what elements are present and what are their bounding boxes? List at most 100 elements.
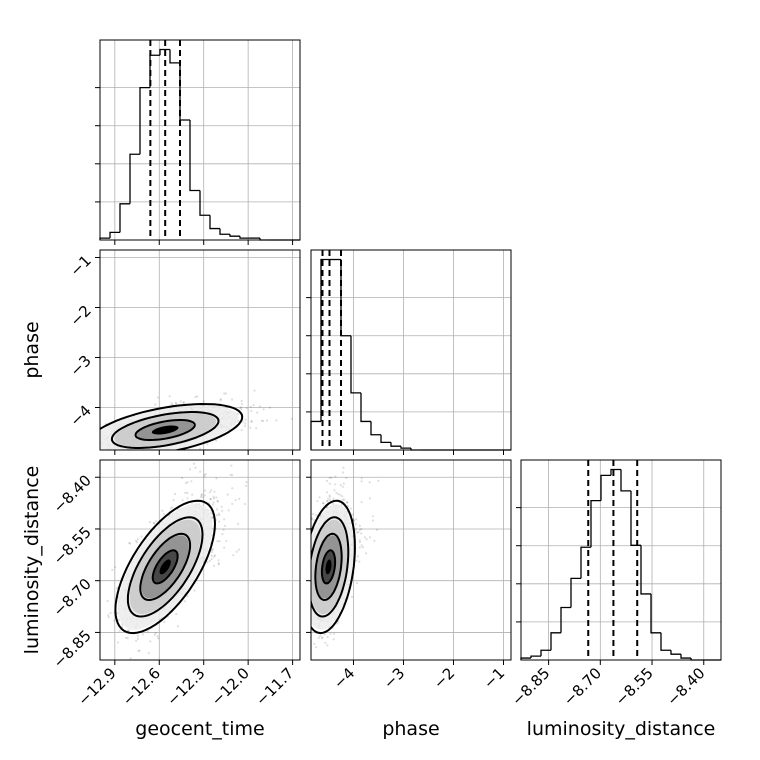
pair-geocent-time-luminosity-distance-sample [113, 619, 116, 622]
pair-geocent-time-luminosity-distance-sample [201, 496, 204, 499]
pair-geocent-time-luminosity-distance-sample [200, 494, 203, 497]
hist-luminosity-distance-bin-16 [680, 654, 691, 659]
pair-geocent-time-luminosity-distance-sample [204, 489, 207, 492]
pair-phase-luminosity-distance-sample [368, 497, 371, 500]
pair-phase-luminosity-distance-sample [356, 555, 359, 558]
pair-phase-luminosity-distance-sample [373, 539, 376, 542]
pair-geocent-time-phase-sample [249, 405, 252, 408]
pair-geocent-time-phase-sample [42, 457, 44, 459]
pair-geocent-time-luminosity-distance-sample [116, 587, 119, 590]
pair-phase-luminosity-distance-sample [307, 613, 309, 615]
pair-geocent-time-phase-sample [215, 439, 218, 442]
pair-geocent-time-phase-sample [199, 447, 202, 450]
ylabel-luminosity-distance: luminosity_distance [21, 466, 43, 655]
pair-phase-luminosity-distance-sample [311, 513, 315, 516]
pair-phase-luminosity-distance-sample [304, 583, 306, 585]
pair-phase-luminosity-distance-sample [308, 555, 310, 557]
pair-geocent-time-phase-sample [95, 438, 97, 440]
pair-phase-luminosity-distance-sample [358, 524, 361, 527]
pair-geocent-time-phase-sample [256, 411, 259, 414]
pair-phase-luminosity-distance-sample [307, 634, 309, 636]
pair-geocent-time-luminosity-distance-sample [222, 528, 225, 531]
pair-phase-luminosity-distance-sample [308, 586, 310, 588]
pair-geocent-time-luminosity-distance-xtick-label-m12p3: −12.3 [163, 664, 208, 709]
pair-geocent-time-luminosity-distance-sample [217, 512, 220, 515]
pair-geocent-time-luminosity-distance-sample [208, 559, 211, 563]
pair-phase-luminosity-distance-sample [301, 603, 303, 605]
pair-phase-luminosity-distance-sample [301, 579, 303, 581]
pair-geocent-time-luminosity-distance-sample [194, 466, 197, 469]
pair-phase-luminosity-distance-sample [305, 603, 307, 605]
pair-geocent-time-luminosity-distance-sample [218, 514, 221, 517]
pair-geocent-time-phase-sample [244, 418, 247, 421]
pair-geocent-time-luminosity-distance-sample [163, 620, 166, 624]
pair-geocent-time-phase-sample [240, 399, 243, 403]
pair-geocent-time-luminosity-distance-sample [181, 476, 184, 480]
pair-phase-luminosity-distance-sample [358, 560, 361, 563]
pair-phase-luminosity-distance-sample [303, 593, 305, 595]
pair-geocent-time-luminosity-distance-sample [203, 494, 206, 497]
xlabel-phase: phase [382, 718, 439, 740]
pair-geocent-time-luminosity-distance-sample [146, 630, 150, 633]
pair-phase-luminosity-distance-sample [346, 501, 349, 504]
hist-geocent-time-bin-3 [129, 153, 140, 204]
pair-phase-luminosity-distance-sample [307, 530, 309, 532]
pair-phase-luminosity-distance-sample [319, 634, 322, 638]
hist-luminosity-distance-panel: −8.85 −8.70 −8.55 −8.40 [508, 459, 722, 709]
pair-geocent-time-phase-sample [240, 429, 243, 432]
hist-luminosity-distance-bin-5 [570, 577, 581, 608]
pair-geocent-time-luminosity-distance-sample [135, 639, 138, 642]
pair-phase-luminosity-distance-sample [306, 584, 308, 586]
pair-geocent-time-phase-sample [250, 420, 253, 423]
pair-geocent-time-luminosity-distance-sample [218, 540, 221, 543]
hist-phase-bin-0 [310, 420, 321, 450]
pair-geocent-time-luminosity-distance-sample [224, 524, 227, 527]
hist-geocent-time-bin-9 [189, 120, 200, 192]
pair-phase-luminosity-distance-sample [312, 671, 314, 673]
pair-geocent-time-phase-sample [181, 453, 183, 455]
pair-phase-luminosity-distance-sample [341, 495, 344, 498]
pair-geocent-time-phase-sample [255, 427, 258, 430]
pair-phase-luminosity-distance-density-peak [325, 559, 332, 575]
hist-luminosity-distance-bin-7 [590, 499, 601, 548]
pair-geocent-time-phase-sample [130, 457, 132, 459]
pair-geocent-time-phase-sample [182, 401, 185, 404]
pair-geocent-time-luminosity-distance-sample [243, 502, 247, 506]
pair-geocent-time-phase-ytick-label-m1: −1 [66, 252, 94, 280]
pair-phase-luminosity-distance-xtick-label-m3: −3 [380, 664, 408, 692]
pair-geocent-time-luminosity-distance-sample [141, 633, 144, 636]
pair-geocent-time-phase-sample [154, 403, 157, 406]
pair-phase-luminosity-distance-sample [304, 606, 306, 608]
pair-geocent-time-luminosity-distance-sample [155, 520, 158, 523]
pair-geocent-time-luminosity-distance-sample [124, 636, 128, 639]
pair-geocent-time-luminosity-distance-sample [152, 521, 156, 525]
pair-phase-luminosity-distance-sample [305, 569, 307, 571]
pair-geocent-time-phase-sample [81, 444, 83, 446]
pair-geocent-time-luminosity-distance-sample [174, 492, 177, 496]
pair-geocent-time-luminosity-distance-sample [199, 495, 202, 498]
pair-phase-luminosity-distance-sample [305, 525, 307, 527]
pair-phase-luminosity-distance-xtick-label-m4: −4 [330, 664, 358, 692]
pair-geocent-time-phase-sample [260, 419, 263, 422]
hist-geocent-time-grid [100, 40, 300, 240]
pair-geocent-time-phase-sample [86, 436, 88, 438]
pair-phase-luminosity-distance-sample [304, 557, 306, 559]
pair-geocent-time-luminosity-distance-sample [169, 507, 172, 510]
pair-geocent-time-phase-sample [147, 453, 149, 455]
pair-geocent-time-luminosity-distance-sample [186, 497, 189, 500]
pair-geocent-time-luminosity-distance-sample [107, 616, 110, 619]
pair-phase-luminosity-distance-sample [360, 544, 363, 547]
pair-phase-luminosity-distance-sample [371, 519, 374, 522]
pair-geocent-time-luminosity-distance-sample [126, 637, 129, 640]
pair-phase-luminosity-distance-sample [360, 480, 363, 483]
pair-geocent-time-phase-sample [123, 454, 125, 456]
pair-geocent-time-phase-contour-2 [100, 402, 244, 450]
pair-geocent-time-luminosity-distance-sample [212, 497, 216, 500]
pair-geocent-time-luminosity-distance-sample [217, 559, 220, 562]
hist-geocent-time-bin-10 [199, 190, 210, 216]
pair-geocent-time-luminosity-distance-sample [238, 497, 241, 500]
pair-geocent-time-luminosity-distance-sample [203, 475, 206, 478]
pair-phase-luminosity-distance-sample [329, 632, 332, 635]
pair-phase-luminosity-distance-sample [322, 502, 325, 505]
